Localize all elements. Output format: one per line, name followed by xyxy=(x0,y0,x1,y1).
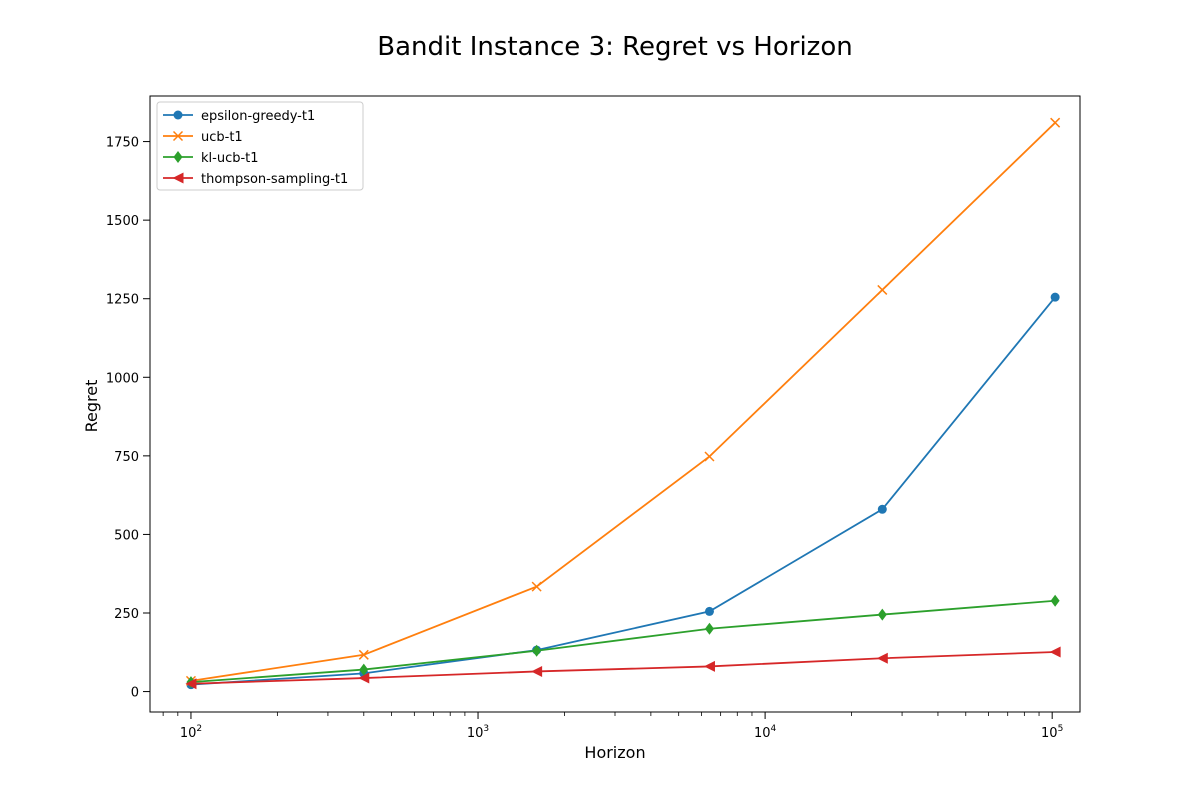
x-tick-exponent: 5 xyxy=(1058,724,1064,734)
y-tick-label: 1750 xyxy=(106,136,139,151)
data-point xyxy=(358,649,369,660)
y-tick-label: 1500 xyxy=(106,214,139,229)
x-tick-label: 105 xyxy=(1041,724,1063,741)
y-tick-label: 0 xyxy=(131,686,139,701)
data-point xyxy=(1050,594,1060,607)
series-line xyxy=(190,599,1056,684)
x-tick-label: 102 xyxy=(180,724,202,741)
legend-label: epsilon-greedy-t1 xyxy=(201,109,315,124)
x-tick-label: 103 xyxy=(467,724,489,741)
legend-label: ucb-t1 xyxy=(201,130,243,145)
legend-item: ucb-t1 xyxy=(163,130,243,145)
data-point xyxy=(876,652,888,664)
data-point xyxy=(703,660,715,672)
data-point-stroke xyxy=(172,130,184,142)
series-line xyxy=(190,296,1056,686)
data-point-stroke xyxy=(1050,117,1061,128)
data-point xyxy=(358,672,370,684)
data-point xyxy=(1049,646,1061,658)
data-point xyxy=(532,644,542,657)
series-line xyxy=(190,122,1056,682)
legend-item: kl-ucb-t1 xyxy=(163,151,259,166)
data-point xyxy=(173,151,183,163)
y-axis-label: Regret xyxy=(82,380,101,433)
data-point-stroke xyxy=(358,649,369,660)
data-point xyxy=(172,172,184,184)
legend-item: thompson-sampling-t1 xyxy=(163,172,348,187)
data-point xyxy=(531,581,542,592)
x-tick-base: 10 xyxy=(180,726,197,741)
data-point xyxy=(359,663,369,676)
x-tick-exponent: 4 xyxy=(771,724,777,734)
legend-item: epsilon-greedy-t1 xyxy=(163,109,315,124)
data-point-stroke xyxy=(531,581,542,592)
legend-label: thompson-sampling-t1 xyxy=(201,172,348,187)
data-point xyxy=(704,606,714,616)
series-thompson-sampling-t1 xyxy=(185,646,1061,690)
legend: epsilon-greedy-t1 ucb-t1 kl-ucb-t1 thompson… xyxy=(156,101,364,191)
x-tick-base: 10 xyxy=(467,726,484,741)
x-tick-base: 10 xyxy=(754,726,771,741)
data-point xyxy=(172,130,184,142)
legend-box xyxy=(156,101,364,191)
x-axis-label: Horizon xyxy=(584,743,645,762)
axes-frame xyxy=(149,95,1081,713)
data-point xyxy=(877,608,887,621)
data-point xyxy=(173,110,183,120)
y-tick-label: 250 xyxy=(114,607,139,622)
data-point xyxy=(877,504,887,514)
chart-title: Bandit Instance 3: Regret vs Horizon xyxy=(377,32,852,62)
y-tick-label: 1000 xyxy=(106,371,139,386)
data-point xyxy=(877,284,888,295)
data-point xyxy=(704,451,715,462)
y-tick-label: 1250 xyxy=(106,293,139,308)
data-point xyxy=(704,622,714,635)
x-tick-label: 104 xyxy=(754,724,777,741)
data-point xyxy=(1050,117,1061,128)
data-point-stroke xyxy=(877,284,888,295)
x-tick-exponent: 3 xyxy=(483,724,489,734)
y-tick-label: 750 xyxy=(114,450,139,465)
legend-label: kl-ucb-t1 xyxy=(201,151,259,166)
data-point xyxy=(1050,292,1060,302)
data-point xyxy=(185,678,197,690)
data-point xyxy=(531,665,543,677)
data-point-stroke xyxy=(704,451,715,462)
x-tick-exponent: 2 xyxy=(196,724,202,734)
series-line xyxy=(190,651,1056,685)
x-tick-base: 10 xyxy=(1041,726,1058,741)
y-tick-label: 500 xyxy=(114,528,139,543)
